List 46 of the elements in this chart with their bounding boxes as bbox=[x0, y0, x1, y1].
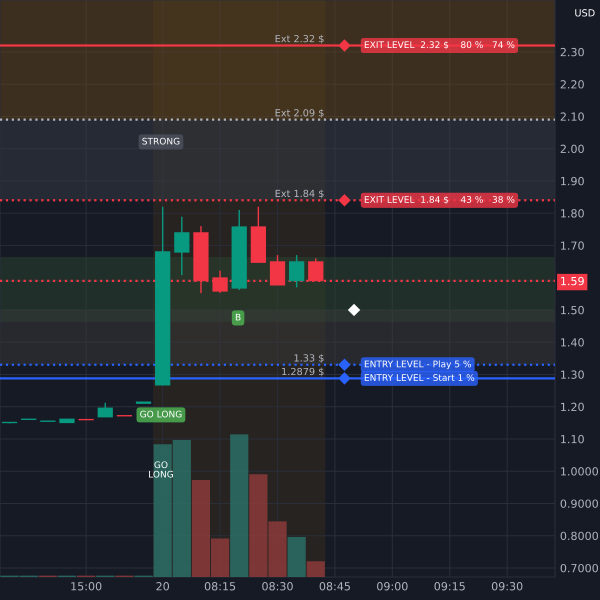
annotation: EXIT LEVEL 1.84 $ 43 % 38 % bbox=[364, 196, 514, 204]
x-tick-label: 09:15 bbox=[434, 582, 465, 590]
y-tick-label: 1.40 bbox=[561, 338, 584, 347]
y-tick-label: 1.70 bbox=[561, 241, 584, 250]
x-tick-label: 15:00 bbox=[71, 582, 102, 590]
y-tick-label: 1.20 bbox=[561, 402, 584, 412]
x-tick-label: 08:30 bbox=[262, 582, 293, 590]
y-tick-label: 2.00 bbox=[560, 144, 584, 154]
bar bbox=[288, 537, 306, 577]
ref-line-label: 1.2879 $ bbox=[282, 368, 324, 376]
y-tick-label: 1.10 bbox=[561, 434, 584, 444]
y-tick-label: 0.7000 bbox=[560, 564, 598, 572]
annotation: GO LONG bbox=[140, 410, 182, 418]
x-tick-label: 20 bbox=[156, 582, 170, 590]
y-tick-label: 1.0000 bbox=[561, 467, 598, 476]
y-tick-label: 2.20 bbox=[560, 80, 584, 89]
annotation: EXIT LEVEL 2.32 $ 80 % 74 % bbox=[364, 41, 514, 50]
y-tick-label: 0.8000 bbox=[560, 532, 598, 540]
ref-line-label: Ext 1.84 $ bbox=[276, 190, 324, 198]
y-tick-label: 2.30 bbox=[560, 48, 584, 56]
annotation: B bbox=[236, 314, 241, 320]
candlestick bbox=[270, 254, 286, 286]
x-tick-label: 09:30 bbox=[492, 582, 522, 590]
y-tick-label: 2.10 bbox=[560, 112, 584, 121]
y-tick-label: 1.80 bbox=[561, 209, 584, 218]
annotation: ENTRY LEVEL - Start 1 % bbox=[364, 374, 474, 381]
ref-line-label: 1.33 $ bbox=[294, 354, 324, 363]
bar bbox=[306, 561, 325, 577]
ref-line-label: Ext 2.09 $ bbox=[276, 108, 324, 118]
x-tick-label: 08:15 bbox=[204, 582, 236, 590]
y-tick-label: 0.9000 bbox=[560, 499, 598, 508]
text: USD bbox=[575, 9, 595, 17]
annotation: STRONG bbox=[142, 138, 180, 145]
x-tick-label: 09:00 bbox=[377, 582, 408, 590]
y-tick-label: 1.90 bbox=[561, 176, 584, 186]
y-tick-label: 1.59 bbox=[561, 276, 584, 286]
annotation: ENTRY LEVEL - Play 5 % bbox=[364, 360, 472, 370]
y-tick-label: 1.50 bbox=[561, 306, 584, 314]
x-tick-label: 08:45 bbox=[320, 582, 350, 590]
candlestick bbox=[98, 402, 113, 418]
y-tick-label: 1.30 bbox=[561, 370, 584, 379]
candlestick bbox=[289, 254, 304, 288]
annotation: GO LONG bbox=[149, 461, 173, 478]
bar bbox=[230, 434, 248, 577]
candlestick bbox=[174, 216, 190, 276]
ref-line-label: Ext 2.32 $ bbox=[276, 34, 324, 44]
